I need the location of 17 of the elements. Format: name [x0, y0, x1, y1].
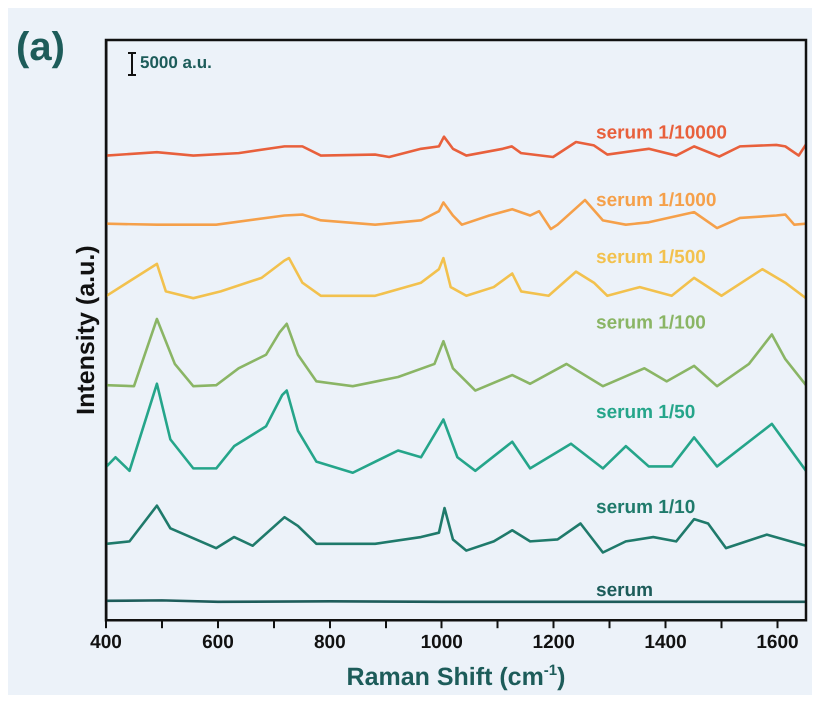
chart-title: (a) [16, 25, 65, 69]
series-label: serum 1/50 [596, 402, 696, 423]
series-label: serum 1/10 [596, 497, 696, 518]
series-label: serum 1/500 [596, 247, 706, 268]
x-tick-label: 1600 [756, 632, 799, 653]
x-tick-label: 800 [314, 632, 346, 653]
x-tick-label: 1400 [644, 632, 687, 653]
x-tick-label: 600 [202, 632, 234, 653]
y-axis-title: Intensity (a.u.) [72, 245, 100, 415]
series-label: serum 1/10000 [596, 122, 727, 144]
x-tick-label: 1000 [420, 632, 463, 653]
series-label: serum 1/1000 [596, 190, 716, 212]
series-label: serum 1/100 [596, 312, 706, 334]
series-label: serum [596, 580, 654, 601]
x-tick-label: 1200 [532, 632, 575, 653]
x-tick-label: 400 [90, 632, 122, 653]
text: 5000 a.u. [140, 53, 212, 72]
